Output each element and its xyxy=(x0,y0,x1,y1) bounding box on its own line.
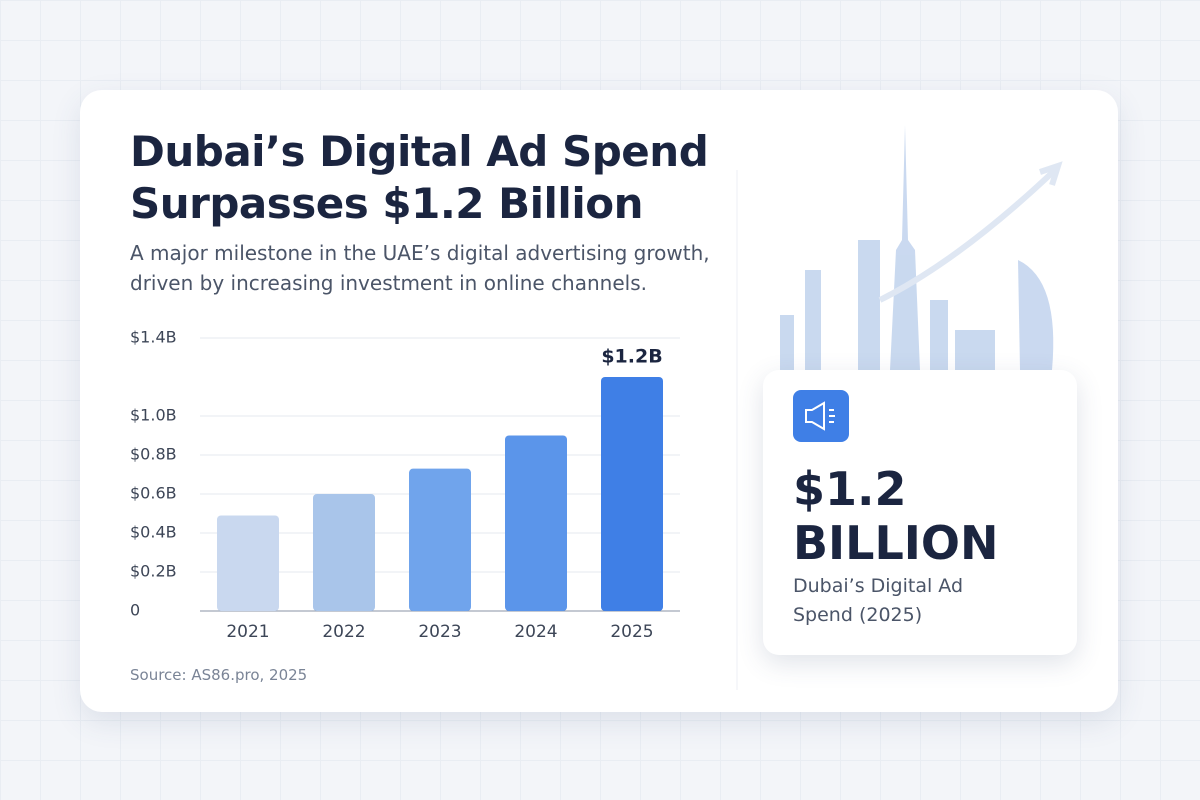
stat-figure: $1.2 BILLION xyxy=(793,462,999,570)
y-tick-label: $1.0B xyxy=(130,406,177,425)
data-label: $1.2B xyxy=(601,346,662,368)
trend-arrow xyxy=(878,167,1058,303)
bar xyxy=(313,494,375,611)
megaphone-icon xyxy=(793,390,849,442)
bar xyxy=(601,377,663,611)
megaphone-waves xyxy=(829,409,835,423)
y-tick-label: $1.4B xyxy=(130,328,177,347)
bar xyxy=(505,435,567,611)
x-tick-label: 2022 xyxy=(322,622,365,642)
megaphone xyxy=(805,401,825,431)
y-tick-label: $0.8B xyxy=(130,445,177,464)
bar xyxy=(217,515,279,611)
arrow-head xyxy=(1039,161,1063,186)
stat-caption: Dubai’s Digital Ad Spend (2025) xyxy=(793,575,964,626)
buildings xyxy=(780,125,1054,370)
subtitle: A major milestone in the UAE’s digital a… xyxy=(130,241,710,295)
y-tick-label: $0.6B xyxy=(130,484,177,503)
title: Dubai’s Digital Ad Spend Surpasses $1.2 … xyxy=(130,127,709,228)
x-tick-label: 2024 xyxy=(514,622,557,642)
y-tick-label: $0.4B xyxy=(130,523,177,542)
source: Source: AS86.pro, 2025 xyxy=(130,666,308,684)
x-tick-label: 2021 xyxy=(226,622,269,642)
x-tick-label: 2023 xyxy=(418,622,461,642)
y-tick-label: 0 xyxy=(130,601,140,620)
x-tick-label: 2025 xyxy=(610,622,653,642)
y-tick-label: $0.2B xyxy=(130,562,177,581)
bar xyxy=(409,468,471,611)
